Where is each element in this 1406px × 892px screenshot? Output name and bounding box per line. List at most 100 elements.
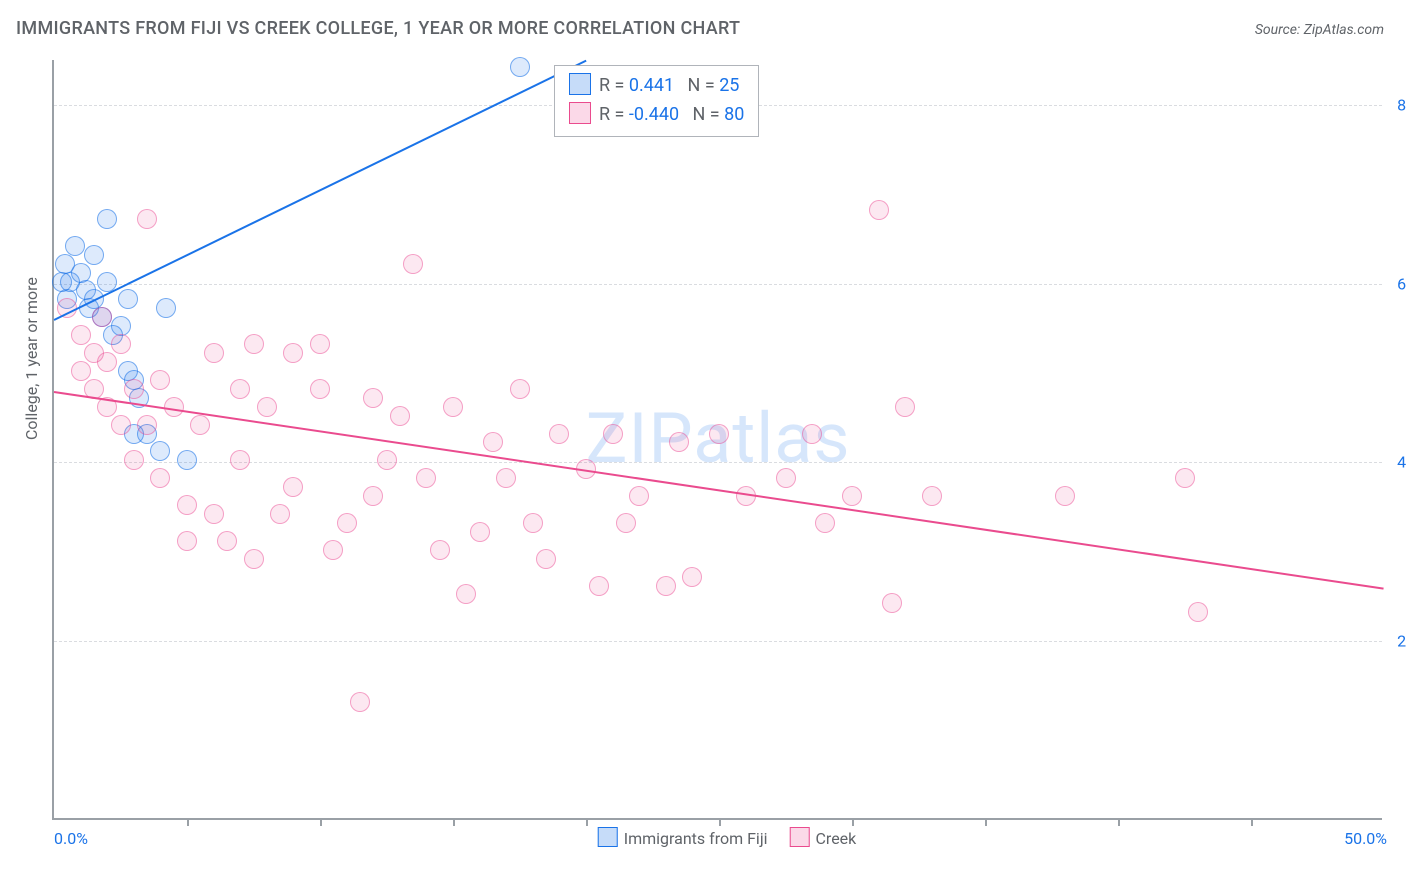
data-point	[244, 549, 264, 569]
x-tick	[852, 818, 854, 826]
data-point	[895, 397, 915, 417]
data-point	[510, 57, 530, 77]
correlation-legend: R = 0.441 N = 25R = -0.440 N = 80	[554, 65, 759, 137]
legend-row: R = 0.441 N = 25	[569, 72, 744, 101]
data-point	[1175, 468, 1195, 488]
data-point	[430, 540, 450, 560]
data-point	[882, 593, 902, 613]
data-point	[363, 486, 383, 506]
data-point	[922, 486, 942, 506]
data-point	[217, 531, 237, 551]
data-point	[150, 441, 170, 461]
data-point	[323, 540, 343, 560]
data-point	[390, 406, 410, 426]
x-tick	[1118, 818, 1120, 826]
x-tick	[719, 818, 721, 826]
data-point	[124, 379, 144, 399]
data-point	[244, 334, 264, 354]
data-point	[589, 576, 609, 596]
n-label: N =	[688, 75, 715, 96]
data-point	[337, 513, 357, 533]
data-point	[842, 486, 862, 506]
data-point	[815, 513, 835, 533]
y-axis-title: College, 1 year or more	[22, 277, 41, 440]
legend-row: R = -0.440 N = 80	[569, 101, 744, 130]
data-point	[190, 415, 210, 435]
data-point	[124, 450, 144, 470]
x-axis-max-label: 50.0%	[1344, 829, 1387, 848]
data-point	[156, 298, 176, 318]
n-label: N =	[693, 104, 720, 125]
data-point	[1188, 602, 1208, 622]
data-point	[283, 343, 303, 363]
data-point	[310, 379, 330, 399]
r-value: 0.441	[629, 75, 674, 96]
x-tick	[453, 818, 455, 826]
data-point	[97, 352, 117, 372]
data-point	[656, 576, 676, 596]
data-point	[65, 236, 85, 256]
data-point	[483, 432, 503, 452]
data-point	[257, 397, 277, 417]
y-tick-label: 60.0%	[1397, 274, 1406, 293]
legend-swatch-fiji	[598, 827, 618, 847]
data-point	[204, 504, 224, 524]
data-point	[137, 415, 157, 435]
data-point	[510, 379, 530, 399]
x-tick	[187, 818, 189, 826]
legend-label-fiji: Immigrants from Fiji	[624, 829, 768, 848]
data-point	[363, 388, 383, 408]
series-legend: Immigrants from Fiji Creek	[580, 827, 857, 848]
data-point	[1055, 486, 1075, 506]
data-point	[377, 450, 397, 470]
data-point	[403, 254, 423, 274]
data-point	[603, 424, 623, 444]
data-point	[616, 513, 636, 533]
data-point	[443, 397, 463, 417]
trend-line	[54, 60, 587, 321]
data-point	[470, 522, 490, 542]
data-point	[416, 468, 436, 488]
y-tick-label: 40.0%	[1397, 453, 1406, 472]
data-point	[456, 584, 476, 604]
data-point	[71, 325, 91, 345]
x-tick	[586, 818, 588, 826]
scatter-plot-area: ZIPatlas 0.0% 50.0% Immigrants from Fiji…	[52, 60, 1382, 820]
data-point	[97, 209, 117, 229]
data-point	[549, 424, 569, 444]
x-tick	[320, 818, 322, 826]
data-point	[177, 495, 197, 515]
data-point	[669, 432, 689, 452]
gridline-h	[54, 462, 1382, 463]
data-point	[283, 477, 303, 497]
legend-swatch-creek	[790, 827, 810, 847]
data-point	[71, 361, 91, 381]
data-point	[177, 531, 197, 551]
data-point	[629, 486, 649, 506]
r-label: R =	[599, 104, 624, 125]
r-value: -0.440	[629, 104, 679, 125]
data-point	[536, 549, 556, 569]
data-point	[150, 370, 170, 390]
source-attribution: Source: ZipAtlas.com	[1255, 22, 1384, 38]
x-tick	[985, 818, 987, 826]
data-point	[177, 450, 197, 470]
n-value: 80	[724, 104, 744, 125]
data-point	[111, 334, 131, 354]
data-point	[709, 424, 729, 444]
data-point	[270, 504, 290, 524]
data-point	[150, 468, 170, 488]
data-point	[310, 334, 330, 354]
data-point	[111, 415, 131, 435]
data-point	[204, 343, 224, 363]
y-tick-label: 80.0%	[1397, 95, 1406, 114]
legend-swatch	[569, 73, 591, 95]
data-point	[869, 200, 889, 220]
data-point	[230, 379, 250, 399]
data-point	[776, 468, 796, 488]
x-tick	[1251, 818, 1253, 826]
data-point	[496, 468, 516, 488]
data-point	[137, 209, 157, 229]
source-prefix: Source:	[1255, 22, 1304, 38]
data-point	[118, 289, 138, 309]
